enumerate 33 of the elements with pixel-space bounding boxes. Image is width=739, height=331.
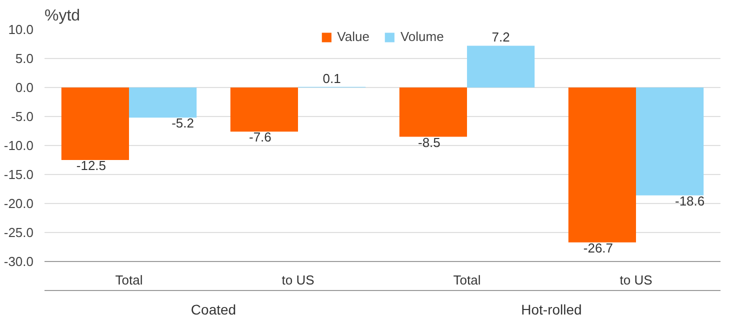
data-label: 7.2 xyxy=(492,30,510,45)
data-label: -5.2 xyxy=(172,116,194,131)
x-tick-label: Total xyxy=(115,272,143,288)
legend-label: Volume xyxy=(400,29,444,44)
text: Coated xyxy=(190,302,236,318)
data-label: -26.7 xyxy=(583,240,614,256)
y-axis-title: %ytd xyxy=(44,8,80,24)
text: Hot-rolled xyxy=(521,302,582,318)
y-tick-label: -20.0 xyxy=(4,196,34,211)
legend-label: Value xyxy=(337,29,370,44)
y-tick-label: -25.0 xyxy=(4,225,34,240)
y-tick-label: -15.0 xyxy=(4,167,34,182)
y-tick-label: -5.0 xyxy=(11,109,34,124)
y-tick-label: 10.0 xyxy=(8,22,34,37)
bar xyxy=(467,46,535,88)
x-tick-label: to US xyxy=(282,272,315,288)
y-tick-label: 5.0 xyxy=(15,51,34,66)
y-tick-label: -10.0 xyxy=(4,138,34,153)
bar xyxy=(636,88,704,196)
data-label: -12.5 xyxy=(76,158,106,173)
data-label: -8.5 xyxy=(418,134,440,150)
bar xyxy=(129,88,197,118)
bar xyxy=(230,88,298,132)
y-tick-label: -30.0 xyxy=(4,254,34,269)
data-label: -7.6 xyxy=(249,130,272,145)
y-tick-label: 0.0 xyxy=(15,80,34,95)
data-label: 0.1 xyxy=(322,70,341,86)
data-label: -18.6 xyxy=(674,193,705,208)
x-tick-label: to US xyxy=(620,272,653,288)
bar xyxy=(399,88,467,137)
bar xyxy=(568,88,636,242)
x-tick-label: Total xyxy=(453,272,481,288)
bar xyxy=(61,88,129,160)
